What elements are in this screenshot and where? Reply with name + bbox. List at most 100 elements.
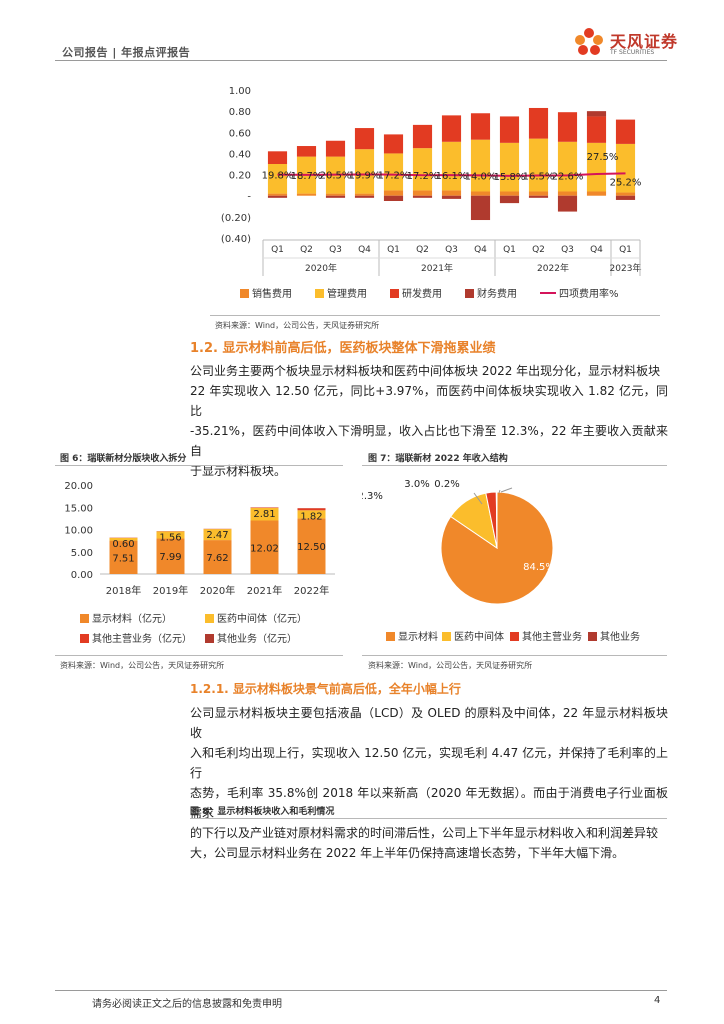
bar-segment <box>615 143 636 193</box>
legend-other-business: 其他业务（亿元） <box>205 630 297 645</box>
ratio-data-label: 16.1% <box>436 171 468 182</box>
section-1-2-1-paragraph: 公司显示材料板块主要包括液晶（LCD）及 OLED 的原料及中间体，22 年显示… <box>190 706 668 860</box>
fig5-divider <box>210 315 660 316</box>
fig7-title-rule <box>362 465 667 466</box>
bar-segment <box>267 193 288 196</box>
bar-segment <box>267 164 288 194</box>
bar-segment <box>412 124 433 149</box>
fig7-source: 资料来源：Wind，公司公告，天风证券研究所 <box>368 661 533 670</box>
revenue-structure-pie: 84.5% 12.3% 3.0% 0.2% <box>362 479 555 605</box>
bar-segment <box>441 190 462 196</box>
bar-segment <box>297 510 326 519</box>
expense-chart: 1.00 0.80 0.60 0.40 0.20 - (0.20) (0.40) Q1 Q2 Q3 Q… <box>221 86 642 276</box>
bar-segment <box>470 113 491 140</box>
bar-segment <box>528 191 549 196</box>
ratio-data-label: 19.8% <box>262 171 294 182</box>
bar-segment <box>354 128 375 150</box>
x-tick-label: 2020年 <box>200 584 235 597</box>
expense-chart-legend: 销售费用 管理费用 研发费用 财务费用 四项费用率% <box>240 285 660 300</box>
pie-data-label: 3.0% <box>404 479 429 490</box>
legend-pie-other-main: 其他主营业务 <box>510 628 582 643</box>
bar-segment <box>383 153 404 191</box>
x-group-label: 2020年 <box>305 262 337 274</box>
bar-segment <box>499 116 520 143</box>
ratio-data-label: 16.5% <box>523 171 555 182</box>
ratio-data-label: 17.2% <box>407 171 439 182</box>
pie-leader-line <box>473 492 483 505</box>
bar-segment <box>412 190 433 196</box>
x-tick-label: Q1 <box>271 245 284 255</box>
legend-display-materials: 显示材料（亿元） <box>80 610 172 625</box>
y-tick-label: - <box>247 192 251 203</box>
bar-segment <box>470 195 491 221</box>
y-tick-label: 0.60 <box>229 128 251 139</box>
x-tick-label: Q3 <box>561 245 574 255</box>
x-tick-label: 2019年 <box>153 584 188 597</box>
x-tick-label: Q3 <box>329 245 342 255</box>
y-tick-label: 10.00 <box>64 526 93 537</box>
fig6-divider <box>55 655 343 656</box>
legend-pie-other-business: 其他业务 <box>588 628 640 643</box>
bar-segment <box>325 193 346 196</box>
pie-leader-line <box>500 487 513 493</box>
ratio-data-label: 14.0% <box>465 171 497 182</box>
bar-segment <box>325 140 346 157</box>
bar-segment <box>156 538 185 574</box>
legend-pie-pharma: 医药中间体 <box>442 628 504 643</box>
bar-data-label: 1.56 <box>159 533 181 544</box>
y-tick-label: 5.00 <box>71 548 93 559</box>
ratio-data-label: 18.7% <box>291 171 323 182</box>
x-tick-label: Q2 <box>416 245 429 255</box>
bar-segment <box>412 148 433 191</box>
ratio-data-label: 15.8% <box>494 172 526 183</box>
bar-segment <box>250 520 279 574</box>
bar-segment <box>528 107 549 139</box>
header-divider <box>55 60 667 61</box>
bar-segment <box>499 191 520 196</box>
fig5-source: 资料来源：Wind，公司公告，天风证券研究所 <box>215 321 380 330</box>
bar-segment <box>354 193 375 196</box>
bar-segment <box>499 142 520 192</box>
bar-segment <box>470 139 491 192</box>
bar-data-label: 7.99 <box>159 552 181 563</box>
bar-segment <box>586 191 607 196</box>
bar-segment <box>325 195 346 198</box>
bar-segment <box>470 191 491 196</box>
bar-segment <box>499 195 520 204</box>
bar-segment <box>615 195 636 200</box>
x-tick-label: Q1 <box>619 245 632 255</box>
y-tick-label: 0.00 <box>71 570 93 581</box>
bar-data-label: 7.62 <box>206 553 228 564</box>
bar-segment <box>441 141 462 191</box>
pie-data-label: 0.2% <box>434 479 459 490</box>
bar-segment <box>383 190 404 196</box>
bar-data-label: 12.02 <box>250 543 279 554</box>
fig7-divider <box>362 655 667 656</box>
y-tick-label: 0.40 <box>229 149 251 160</box>
x-group-label: 2023年 <box>610 262 642 274</box>
pie-slice <box>495 491 498 549</box>
ratio-data-label: 19.9% <box>349 170 381 181</box>
legend-expense-ratio: 四项费用率% <box>540 285 619 300</box>
bar-segment <box>383 195 404 201</box>
legend-sales: 销售费用 <box>240 285 292 300</box>
bar-segment <box>528 138 549 192</box>
x-tick-label: Q2 <box>300 245 313 255</box>
bar-segment <box>296 193 317 196</box>
tf-logo: 天风证券 TF SECURITIES <box>570 24 677 60</box>
logo-name-cn: 天风证券 <box>610 32 679 51</box>
bar-segment <box>267 151 288 164</box>
page-number: 4 <box>654 995 661 1006</box>
fig8-title: 图 8：显示材料板块收入和毛利情况 <box>190 807 335 817</box>
bar-data-label: 12.50 <box>297 542 326 553</box>
bar-segment <box>557 141 578 192</box>
bar-segment <box>297 508 326 511</box>
legend-admin: 管理费用 <box>315 285 367 300</box>
x-tick-label: 2021年 <box>247 584 282 597</box>
revenue-structure-legend: 显示材料 医药中间体 其他主营业务 其他业务 <box>386 628 666 643</box>
footer-divider <box>55 990 667 991</box>
bar-segment <box>203 540 232 574</box>
legend-pharma-intermediates: 医药中间体（亿元） <box>205 610 307 625</box>
bar-segment <box>354 149 375 194</box>
pie-data-label: 84.5% <box>523 562 555 573</box>
